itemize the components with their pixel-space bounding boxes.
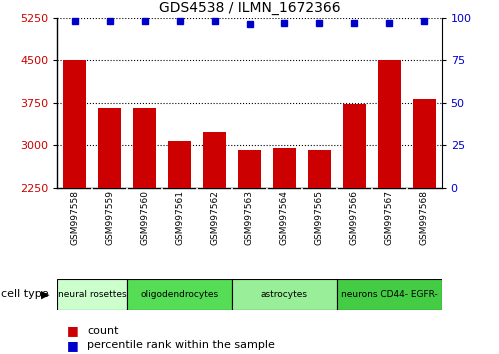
Text: ■: ■	[67, 339, 79, 352]
Text: GSM997567: GSM997567	[385, 190, 394, 245]
Text: ▶: ▶	[41, 289, 49, 299]
Text: GSM997568: GSM997568	[420, 190, 429, 245]
Bar	[127, 279, 232, 310]
Bar	[343, 104, 366, 315]
Text: GSM997561: GSM997561	[175, 190, 184, 245]
Text: GSM997558: GSM997558	[70, 190, 79, 245]
Bar	[238, 150, 261, 315]
Text: astrocytes: astrocytes	[261, 290, 308, 299]
Bar	[203, 132, 226, 315]
Text: cell type: cell type	[1, 289, 48, 299]
Bar	[378, 60, 401, 315]
Bar	[63, 60, 86, 315]
Bar	[57, 279, 127, 310]
Text: GSM997566: GSM997566	[350, 190, 359, 245]
Bar	[98, 108, 121, 315]
Text: GSM997564: GSM997564	[280, 190, 289, 245]
Text: GSM997563: GSM997563	[245, 190, 254, 245]
Text: GSM997559: GSM997559	[105, 190, 114, 245]
Bar	[413, 99, 436, 315]
Bar	[273, 148, 296, 315]
Text: ■: ■	[67, 325, 79, 337]
Title: GDS4538 / ILMN_1672366: GDS4538 / ILMN_1672366	[159, 1, 340, 15]
Bar	[337, 279, 442, 310]
Text: count: count	[87, 326, 119, 336]
Text: GSM997562: GSM997562	[210, 190, 219, 245]
Bar	[133, 108, 156, 315]
Text: percentile rank within the sample: percentile rank within the sample	[87, 340, 275, 350]
Text: oligodendrocytes: oligodendrocytes	[141, 290, 219, 299]
Text: neurons CD44- EGFR-: neurons CD44- EGFR-	[341, 290, 438, 299]
Bar	[308, 150, 331, 315]
Bar	[232, 279, 337, 310]
Text: neural rosettes: neural rosettes	[58, 290, 127, 299]
Text: GSM997565: GSM997565	[315, 190, 324, 245]
Bar	[168, 141, 191, 315]
Text: GSM997560: GSM997560	[140, 190, 149, 245]
